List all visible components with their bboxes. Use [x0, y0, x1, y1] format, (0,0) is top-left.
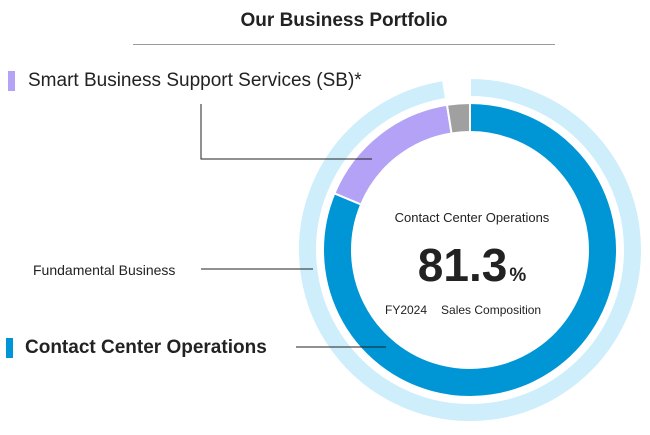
- outer-ring-slice-1: [297, 76, 643, 423]
- sb-label: Smart Business Support Services (SB)*: [28, 70, 362, 91]
- center-title: Contact Center Operations: [394, 210, 550, 225]
- outer-ring-slice-2: [441, 76, 471, 101]
- sales-composition-label: Sales Composition: [441, 303, 542, 317]
- outer-ring: [297, 76, 643, 423]
- title-divider: [133, 44, 555, 45]
- center-value-unit: %: [509, 265, 527, 286]
- inner-ring-slice-1: [322, 101, 618, 398]
- cc-legend-swatch: [6, 338, 13, 358]
- page-title: Our Business Portfolio: [240, 10, 448, 31]
- sb-legend-swatch: [8, 71, 15, 91]
- sb-leader-line: [200, 104, 372, 160]
- cc-label: Contact Center Operations: [25, 337, 267, 358]
- center-caption: FY2024 Sales Composition: [385, 303, 541, 317]
- inner-ring: [322, 101, 618, 398]
- inner-ring-slice-2: [333, 103, 453, 206]
- fiscal-year-label: FY2024: [385, 303, 428, 317]
- inner-ring-slice-3: [445, 101, 471, 135]
- fundamental-business-label: Fundamental Business: [33, 262, 176, 278]
- leader-lines: [200, 104, 386, 348]
- center-value: 81.3%: [372, 238, 572, 292]
- center-value-number: 81.3: [417, 239, 508, 291]
